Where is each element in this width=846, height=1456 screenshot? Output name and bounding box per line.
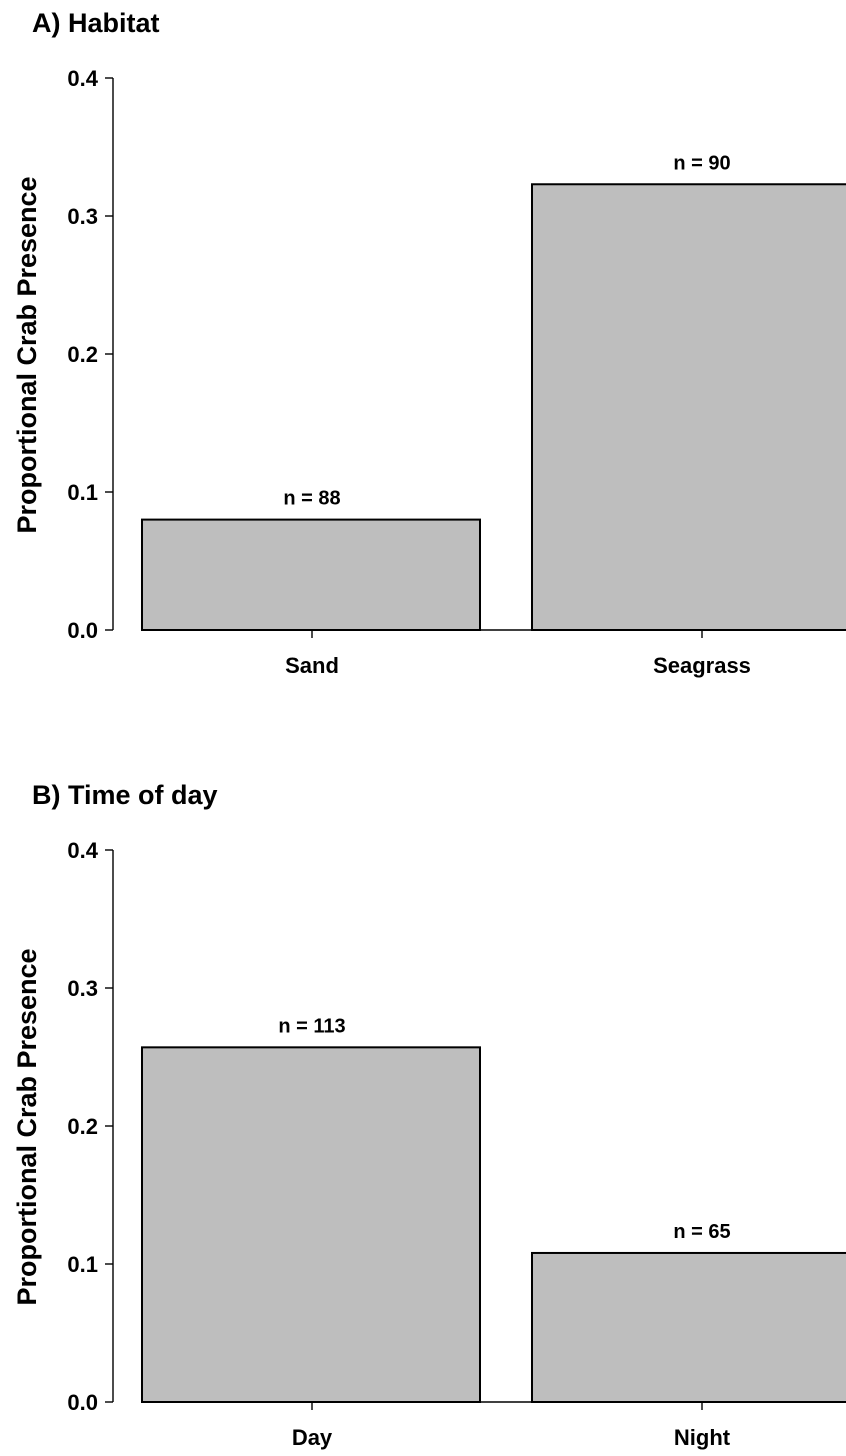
bar-data-label: n = 90 [673, 152, 730, 174]
y-axis-label: Proportional Crab Presence [12, 948, 42, 1305]
y-tick-label: 0.2 [67, 342, 98, 367]
bar-data-label: n = 88 [283, 488, 340, 510]
y-tick-label: 0.1 [67, 480, 98, 505]
y-tick-label: 0.4 [67, 838, 98, 863]
y-axis-label: Proportional Crab Presence [12, 176, 42, 533]
panel-habitat: A) Habitat Proportional Crab Presence 0.… [12, 8, 846, 678]
bar-day [142, 1047, 480, 1402]
x-tick-label: Night [674, 1425, 731, 1450]
y-axis: 0.0 0.1 0.2 0.3 0.4 [67, 66, 113, 643]
bar-night [532, 1253, 846, 1402]
y-tick-label: 0.3 [67, 976, 98, 1001]
panel-title: B) Time of day [32, 780, 218, 810]
bar-data-label: n = 113 [278, 1015, 345, 1037]
y-tick-label: 0.1 [67, 1252, 98, 1277]
y-tick-label: 0.0 [67, 618, 98, 643]
x-tick-label: Sand [285, 653, 339, 678]
bars: Day n = 113 Night n = 65 [142, 1015, 846, 1450]
y-tick-label: 0.2 [67, 1114, 98, 1139]
panel-title: A) Habitat [32, 8, 160, 38]
bars: Sand n = 88 Seagrass n = 90 [142, 152, 846, 678]
y-tick-label: 0.0 [67, 1390, 98, 1415]
bar-seagrass [532, 184, 846, 630]
bar-data-label: n = 65 [673, 1221, 730, 1243]
x-tick-label: Day [292, 1425, 333, 1450]
panel-time-of-day: B) Time of day Proportional Crab Presenc… [12, 780, 846, 1450]
y-tick-label: 0.3 [67, 204, 98, 229]
y-tick-label: 0.4 [67, 66, 98, 91]
x-tick-label: Seagrass [653, 653, 751, 678]
bar-sand [142, 520, 480, 630]
y-axis: 0.0 0.1 0.2 0.3 0.4 [67, 838, 113, 1415]
